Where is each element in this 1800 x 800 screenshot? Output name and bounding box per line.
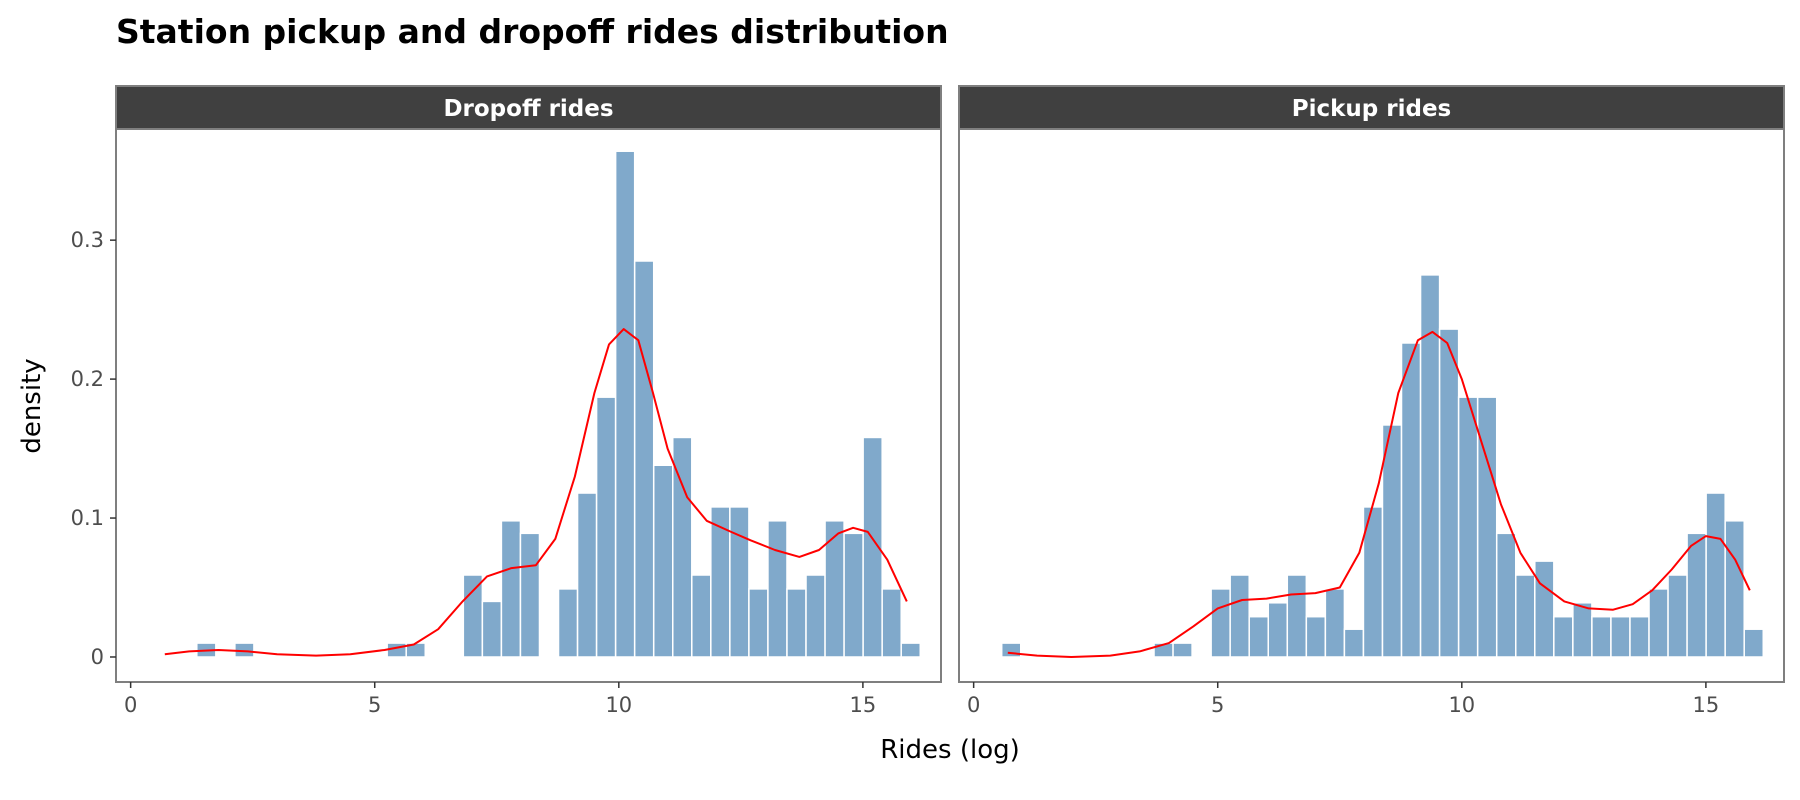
histogram-bar [386,642,407,658]
histogram-bar [1267,602,1289,658]
histogram-bar [1286,574,1308,658]
histogram-bar [1381,424,1403,658]
y-axis-title-group: density [17,358,47,453]
histogram-bar [1667,574,1688,658]
histogram-bar [576,492,598,658]
x-tick-label: 15 [1693,693,1720,717]
histogram-bar [1743,628,1765,658]
facet-panel: Pickup rides 0 5 10 15 [958,85,1785,717]
x-tick-label: 10 [605,693,632,717]
histogram-bar [1705,492,1726,658]
histogram-bar [748,588,769,658]
facet-strip [115,85,942,130]
histogram-bar [1210,588,1231,658]
histogram-bar [1229,574,1250,658]
histogram-bar [862,436,883,658]
facet-strip-label: Pickup rides [1292,96,1452,122]
x-tick-label: 0 [967,693,980,717]
y-tick-label: 0.3 [71,228,104,252]
histogram-bar [881,588,902,658]
y-tick-label: 0.1 [71,506,104,530]
histogram-bar [1172,642,1193,658]
y-axis-title: density [17,358,47,453]
x-tick-label: 5 [368,693,381,717]
histogram-bars [1000,274,1765,658]
histogram-bar [633,260,655,658]
histogram-bar [557,588,579,658]
histogram-bar [595,396,617,658]
histogram-bar [1724,520,1745,658]
y-tick-label: 0.2 [71,367,104,391]
x-axis-title-group: Rides (log) [880,735,1020,765]
density-curve [164,328,908,657]
density-curve [1007,330,1751,658]
histogram-bar [805,574,826,658]
x-tick-label: 5 [1211,693,1224,717]
x-tick-label: 0 [124,693,137,717]
facet-strip-label: Dropoff rides [443,96,613,122]
y-tick-label: 0 [91,645,104,669]
histogram-bar [652,464,674,658]
histogram-bars [196,150,922,658]
histogram-bar [1534,560,1555,658]
histogram-bar [1324,588,1346,658]
histogram-bar [1400,342,1422,658]
histogram-bar [1629,615,1650,658]
histogram-bar [462,574,484,658]
histogram-bar [614,150,636,658]
histogram-bar [500,520,522,658]
histogram-bar [1476,396,1498,658]
panel-border [958,128,1785,683]
x-tick-label: 15 [850,693,877,717]
panel-border [115,128,942,683]
histogram-bar [1000,642,1022,658]
histogram-bar [843,532,864,658]
histogram-bar [1343,628,1365,658]
histogram-bar [672,436,693,658]
histogram-bar [900,642,922,658]
histogram-bar [1495,532,1517,658]
facet-strip [958,85,1785,130]
histogram-bar [1686,532,1707,658]
facet-panel: Dropoff rides 0 5 10 15 0 0.1 0.2 0.3 [71,85,942,717]
histogram-bar [1305,615,1327,658]
histogram-bar [729,506,750,658]
facets: Dropoff rides 0 5 10 15 0 0.1 0.2 0.3 Pickup ride… [71,85,1785,717]
histogram-bar [1438,328,1460,658]
histogram-bar [691,574,712,658]
histogram-bar [1610,615,1631,658]
x-axis-title: Rides (log) [880,735,1020,765]
x-tick-label: 10 [1448,693,1475,717]
histogram-bar [519,532,541,658]
histogram-bar [1648,588,1669,658]
histogram-bar [1515,574,1536,658]
histogram-bar [481,600,503,658]
histogram-bar [767,520,788,658]
histogram-bar [1248,615,1270,658]
histogram-bar [1572,602,1593,658]
chart-title: Station pickup and dropoff rides distrib… [116,12,949,51]
histogram-bar [1457,396,1479,658]
histogram-bar [786,588,807,658]
histogram-bar [1553,615,1574,658]
histogram-bar [1591,615,1612,658]
